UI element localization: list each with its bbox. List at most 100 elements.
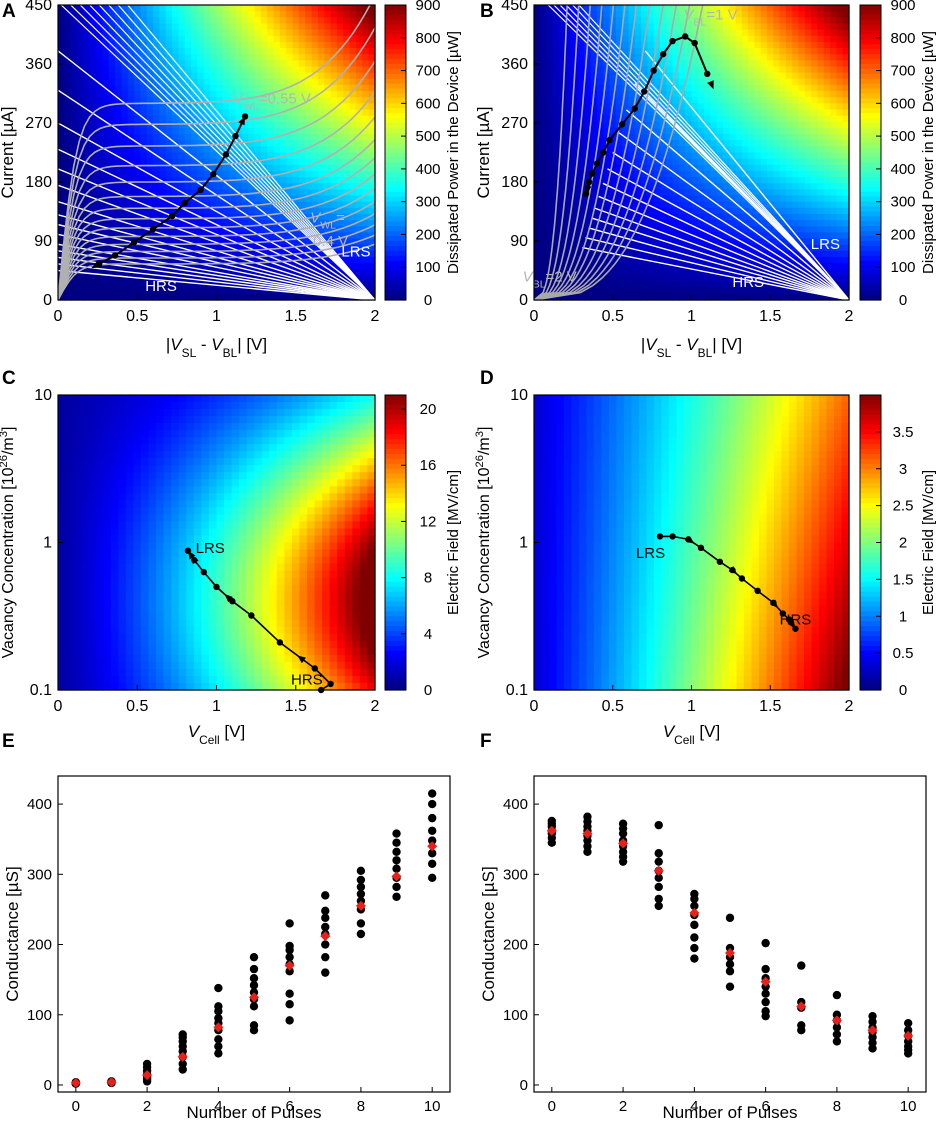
heatmap-cell <box>216 287 224 295</box>
heatmap-cell <box>786 72 793 80</box>
label-segment: =0.55 V <box>259 90 311 107</box>
heatmap-cell <box>729 164 737 172</box>
heatmap-cell <box>368 23 376 31</box>
heatmap-cell <box>786 109 793 117</box>
heatmap-cell <box>615 60 623 68</box>
heatmap-cell <box>571 152 579 160</box>
heatmap-cell <box>210 11 218 18</box>
heatmap-cell <box>540 250 548 258</box>
heatmap-cell <box>823 127 831 135</box>
heatmap-cell <box>311 109 319 117</box>
heatmap-cell <box>823 201 831 209</box>
heatmap-cell <box>273 158 281 166</box>
heatmap-cell <box>660 127 667 135</box>
heatmap-cell <box>89 72 97 80</box>
heatmap-cell <box>336 195 344 203</box>
heatmap-cell <box>102 60 110 68</box>
heatmap-cell <box>102 177 110 184</box>
heatmap-cell <box>260 48 268 55</box>
heatmap-cell <box>653 54 661 61</box>
heatmap-cell <box>710 72 718 80</box>
heatmap-cell <box>324 269 332 277</box>
heatmap-cell <box>222 170 230 178</box>
heatmap-cell <box>153 177 161 184</box>
heatmap-cell <box>748 121 756 129</box>
heatmap-cell <box>115 281 122 289</box>
heatmap-cell <box>153 164 161 172</box>
heatmap-cell <box>754 41 762 49</box>
heatmap-cell <box>741 269 749 277</box>
heatmap-cell <box>153 183 161 190</box>
heatmap-cell <box>767 244 774 252</box>
heatmap-cell <box>70 91 78 98</box>
heatmap-cell <box>267 11 275 18</box>
heatmap-cell <box>102 78 110 86</box>
heatmap-cell <box>191 152 199 160</box>
heatmap-cell <box>96 134 103 141</box>
heatmap-cell <box>660 35 667 43</box>
heatmap-cell <box>184 226 192 233</box>
heatmap-cell <box>298 48 306 55</box>
heatmap-cell <box>678 189 686 197</box>
heatmap-cell <box>697 84 705 92</box>
heatmap-cell <box>273 84 281 92</box>
heatmap-cell <box>216 48 224 55</box>
heatmap-cell <box>786 66 793 74</box>
heatmap-cell <box>292 134 300 141</box>
heatmap-cell <box>229 23 237 31</box>
wl-curve <box>58 116 375 300</box>
heatmap-cell <box>362 91 370 98</box>
heatmap-cell <box>540 97 548 104</box>
heatmap-cell <box>565 232 573 240</box>
heatmap-cell <box>622 5 630 12</box>
heatmap-cell <box>184 60 192 68</box>
heatmap-cell <box>178 60 186 68</box>
heatmap-cell <box>748 54 756 61</box>
heatmap-cell <box>672 11 680 18</box>
heatmap-cell <box>178 152 186 160</box>
heatmap-cell <box>754 127 762 135</box>
heatmap-cell <box>64 5 72 12</box>
heatmap-cell <box>716 109 724 117</box>
heatmap-cell <box>355 35 363 43</box>
heatmap-cell <box>754 66 762 74</box>
label-segment: - <box>196 335 211 354</box>
heatmap-cell <box>70 72 78 80</box>
heatmap-cell <box>292 109 300 117</box>
heatmap-cell <box>773 121 781 129</box>
heatmap-cell <box>216 103 224 111</box>
heatmap-cell <box>267 91 275 98</box>
heatmap-cell <box>647 48 655 55</box>
heatmap-cell <box>779 244 787 252</box>
heatmap-cell <box>773 66 781 74</box>
heatmap-cell <box>216 201 224 209</box>
heatmap-cell <box>660 152 667 160</box>
heatmap-cell <box>77 60 84 68</box>
heatmap-cell <box>723 158 730 166</box>
heatmap-cell <box>584 78 592 86</box>
heatmap-cell <box>102 115 110 123</box>
trajectory-point <box>181 199 188 207</box>
heatmap-cell <box>127 170 135 178</box>
heatmap-cell <box>184 146 192 154</box>
heatmap-cell <box>773 97 781 104</box>
label-segment: BL <box>223 346 238 360</box>
heatmap-cell <box>368 54 376 61</box>
heatmap-cell <box>685 115 693 123</box>
heatmap-cell <box>609 134 617 141</box>
heatmap-cell <box>641 127 648 135</box>
heatmap-cell <box>229 72 237 80</box>
colorbar-segment <box>385 123 406 129</box>
heatmap-cell <box>191 60 199 68</box>
heatmap-cell <box>830 91 837 98</box>
heatmap-cell <box>248 293 256 301</box>
heatmap-cell <box>678 201 686 209</box>
heatmap-cell <box>836 256 844 264</box>
heatmap-cell <box>184 164 192 172</box>
heatmap-cell <box>653 232 661 240</box>
heatmap-cell <box>311 66 319 74</box>
heatmap-cell <box>191 48 199 55</box>
heatmap-cell <box>184 72 192 80</box>
heatmap-cell <box>660 269 667 277</box>
annotation-label: HRS <box>145 278 177 295</box>
